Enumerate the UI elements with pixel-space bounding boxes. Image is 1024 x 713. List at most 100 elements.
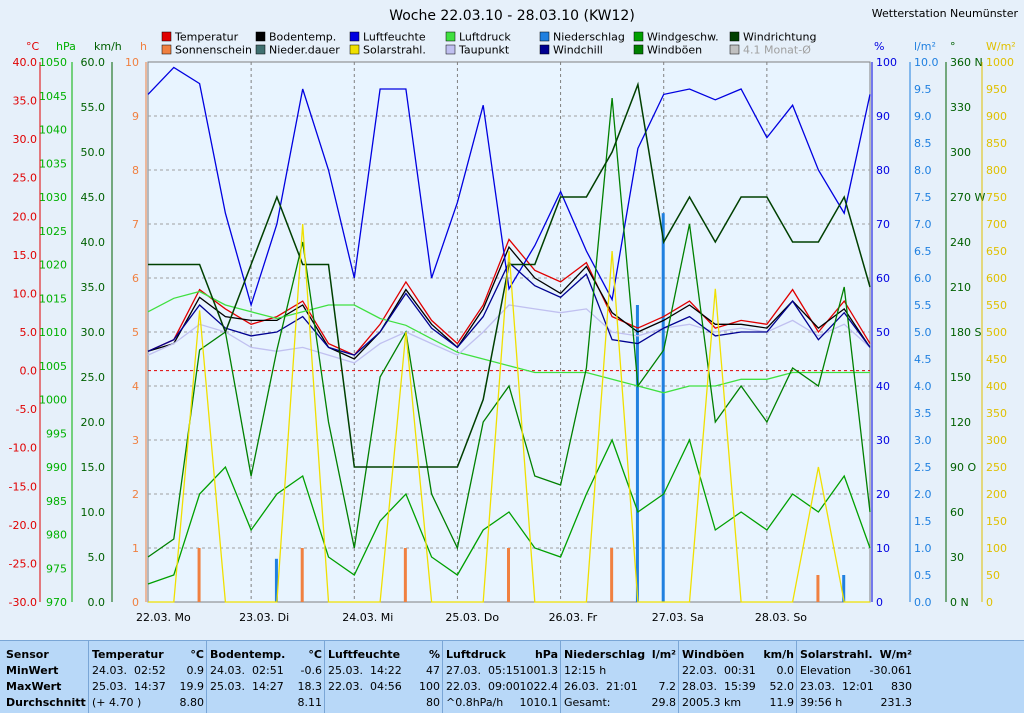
bar-sunshine [197, 548, 201, 602]
stats-header: Temperatur °C [92, 647, 204, 663]
legend-label: Temperatur [174, 31, 239, 44]
legend-label: Luftfeuchte [363, 31, 426, 44]
stats-header: Sensor [6, 647, 86, 663]
legend-swatch [729, 31, 740, 42]
stats-column: Luftfeuchte% 25.03. 14:22 47 22.03. 04:56 100 8… [328, 647, 440, 711]
stats-cell: 14:27 [252, 680, 284, 693]
right-tick-label: 7.0 [914, 218, 932, 231]
right-tick-label: 90 [876, 110, 890, 123]
stats-header-unit: % [428, 648, 440, 661]
stats-cell: 27.03. [446, 664, 481, 677]
legend-swatch [445, 31, 456, 42]
right-tick-label: 50 [876, 326, 890, 339]
stats-cell: 21:01 [606, 680, 638, 693]
series-line [148, 223, 870, 603]
legend-swatch [255, 31, 266, 42]
x-tick-label: 24.03. Mi [342, 611, 393, 624]
right-axis-unit: ° [950, 40, 956, 53]
stats-header-label: Luftdruck [446, 648, 506, 661]
left-tick-label: 0.0 [88, 596, 106, 609]
left-axis-unit: °C [26, 40, 40, 53]
right-tick-label: 60 [876, 272, 890, 285]
legend-label: Windchill [553, 44, 603, 57]
left-tick-label: 1030 [39, 191, 67, 204]
left-tick-label: 3 [132, 434, 139, 447]
stats-cell: 14:22 [370, 664, 402, 677]
legend-label: Windrichtung [743, 31, 816, 44]
stats-cell: 22.03. [682, 664, 717, 677]
stats-cell: Gesamt: [564, 696, 611, 709]
stats-cell: 02:52 [134, 664, 166, 677]
stats-cell: 15:39 [724, 680, 756, 693]
legend-label: 4.1 Monat-Ø [743, 44, 811, 57]
stats-value: 0.9 [186, 664, 205, 677]
right-tick-label: 200 [986, 488, 1007, 501]
left-tick-label: -20.0 [9, 519, 37, 532]
legend-label: Solarstrahl. [363, 44, 426, 57]
left-tick-label: 40.0 [13, 56, 38, 69]
series-line [147, 261, 871, 356]
stats-separator [678, 641, 679, 713]
stats-row: MinWert [6, 663, 86, 679]
left-tick-label: 35.0 [13, 95, 38, 108]
right-tick-label: 40 [876, 380, 890, 393]
series-line [147, 97, 871, 558]
stats-value: 18.3 [297, 680, 323, 693]
right-tick-label: 10.0 [914, 56, 939, 69]
left-tick-label: 2 [132, 488, 139, 501]
left-tick-label: -5.0 [16, 403, 37, 416]
right-tick-label: 6.0 [914, 272, 932, 285]
stats-header-unit: hPa [534, 648, 558, 661]
stats-value: 29.8 [651, 696, 677, 709]
right-tick-label: 500 [986, 326, 1007, 339]
stats-row: 22.03. 04:56 100 [328, 679, 440, 695]
right-tick-label: 900 [986, 110, 1007, 123]
left-tick-label: 995 [46, 427, 67, 440]
right-tick-label: 20 [876, 488, 890, 501]
left-tick-label: 985 [46, 495, 67, 508]
right-tick-label: 600 [986, 272, 1007, 285]
stats-cell: 22.03. [328, 680, 363, 693]
left-tick-label: 9 [132, 110, 139, 123]
left-tick-label: 25.0 [13, 172, 38, 185]
statistics-panel: Sensor MinWert MaxWert Durchschnitt Temperat… [0, 640, 1024, 713]
stats-row: 26.03. 21:01 7.2 [564, 679, 676, 695]
bar-sunshine [300, 548, 304, 602]
right-tick-label: 1.0 [914, 542, 932, 555]
legend-swatch [633, 31, 644, 42]
right-tick-label: 100 [986, 542, 1007, 555]
legend-swatch [633, 44, 644, 55]
right-tick-label: 2.0 [914, 488, 932, 501]
series-line [147, 66, 871, 308]
left-tick-label: 0.0 [20, 365, 38, 378]
left-tick-label: 1 [132, 542, 139, 555]
right-tick-label: 3.5 [914, 407, 932, 420]
stats-separator [88, 641, 89, 713]
stats-row: 80 [328, 695, 440, 711]
stats-row: Gesamt: 29.8 [564, 695, 676, 711]
stats-column: Bodentemp. °C 24.03. 02:51 -0.6 25.03. 14:27 18… [210, 647, 322, 711]
stats-separator [796, 641, 797, 713]
series-line [147, 238, 871, 356]
stats-row: Elevation -30.061 [800, 663, 912, 679]
stats-header-unit: °C [308, 648, 322, 661]
stats-header-label: Solarstrahl. [800, 648, 873, 661]
left-tick-label: 30.0 [81, 326, 106, 339]
stats-row: 12:15 h [564, 663, 676, 679]
left-tick-label: 7 [132, 218, 139, 231]
right-tick-label: 4.5 [914, 353, 932, 366]
right-tick-label: 60 [950, 506, 964, 519]
stats-row: 27.03. 05:15 1001.3 [446, 663, 558, 679]
legend-swatch [349, 44, 360, 55]
left-axis-unit: hPa [56, 40, 76, 53]
stats-header-label: Windböen [682, 648, 745, 661]
stats-cell: ^0.8hPa/h [446, 696, 504, 709]
stats-value: 1022.4 [519, 680, 559, 693]
right-tick-label: 4.0 [914, 380, 932, 393]
stats-cell: Durchschnitt [6, 696, 86, 709]
right-tick-label: 0 N [950, 596, 969, 609]
right-tick-label: 30 [950, 551, 964, 564]
right-tick-label: 950 [986, 83, 1007, 96]
stats-cell: 00:31 [724, 664, 756, 677]
stats-row: 25.03. 14:37 19.9 [92, 679, 204, 695]
